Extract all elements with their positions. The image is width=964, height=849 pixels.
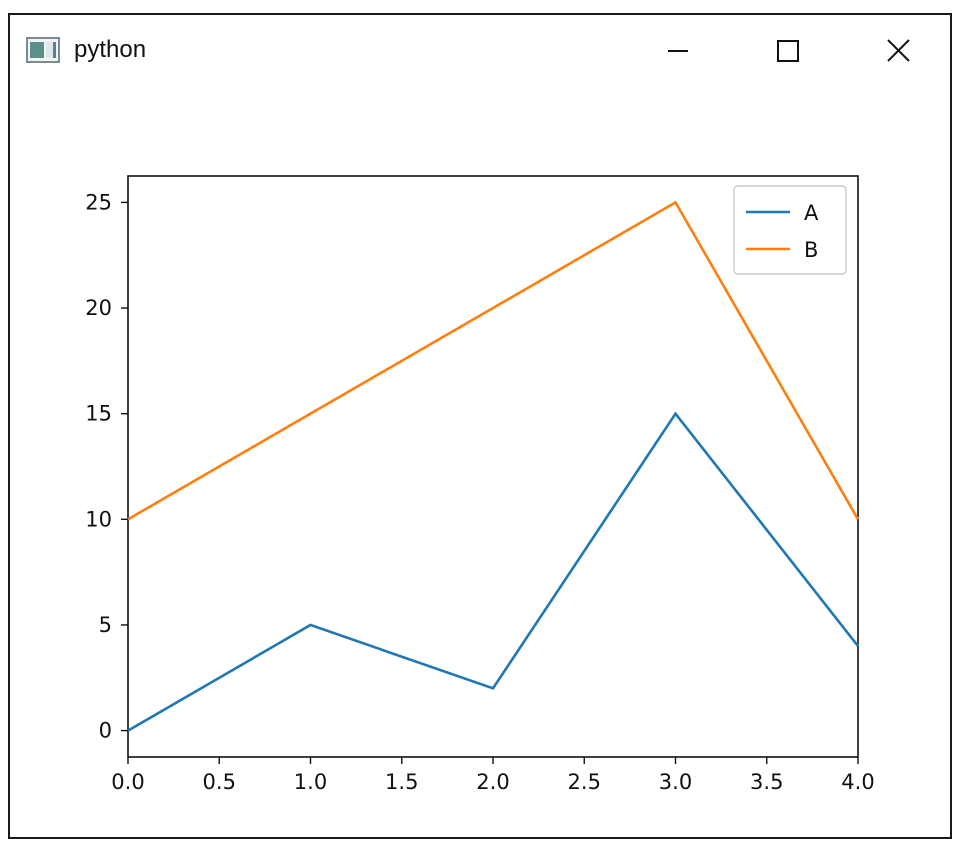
legend-box — [733, 185, 847, 275]
app-window: python 0.0 0.5 1.0 1.5 2.0 2.5 3.0 3.5 4.0 0 5 10 15… — [8, 13, 952, 839]
x-tick-label: 1.5 — [385, 770, 418, 794]
x-tick-label: 3.5 — [750, 770, 783, 794]
maximize-button[interactable] — [758, 29, 818, 73]
minimize-icon — [668, 50, 688, 52]
y-tick-label: 10 — [85, 507, 112, 531]
x-tick-label: 0.0 — [111, 770, 144, 794]
x-tick-label: 2.0 — [476, 770, 509, 794]
window-title: python — [74, 36, 147, 63]
close-button[interactable] — [868, 29, 928, 73]
close-icon — [887, 39, 910, 62]
line-chart: 0.0 0.5 1.0 1.5 2.0 2.5 3.0 3.5 4.0 0 5 10 15 20 25 AB — [85, 175, 875, 794]
x-tick-label: 2.5 — [568, 770, 601, 794]
y-tick-label: 25 — [85, 190, 112, 214]
x-tick-label: 1.0 — [294, 770, 327, 794]
python-app-icon — [26, 37, 60, 63]
x-tick-label: 3.0 — [659, 770, 692, 794]
minimize-button[interactable] — [648, 29, 708, 73]
x-tick-label: 4.0 — [841, 770, 874, 794]
legend-label-a: A — [804, 201, 819, 225]
y-tick-label: 20 — [85, 296, 112, 320]
x-tick-label: 0.5 — [203, 770, 236, 794]
y-tick-label: 5 — [99, 613, 112, 637]
title-bar[interactable]: python — [10, 15, 950, 89]
y-tick-label: 0 — [99, 719, 112, 743]
maximize-icon — [777, 40, 799, 62]
legend-label-b: B — [804, 238, 818, 262]
y-tick-label: 15 — [85, 402, 112, 426]
